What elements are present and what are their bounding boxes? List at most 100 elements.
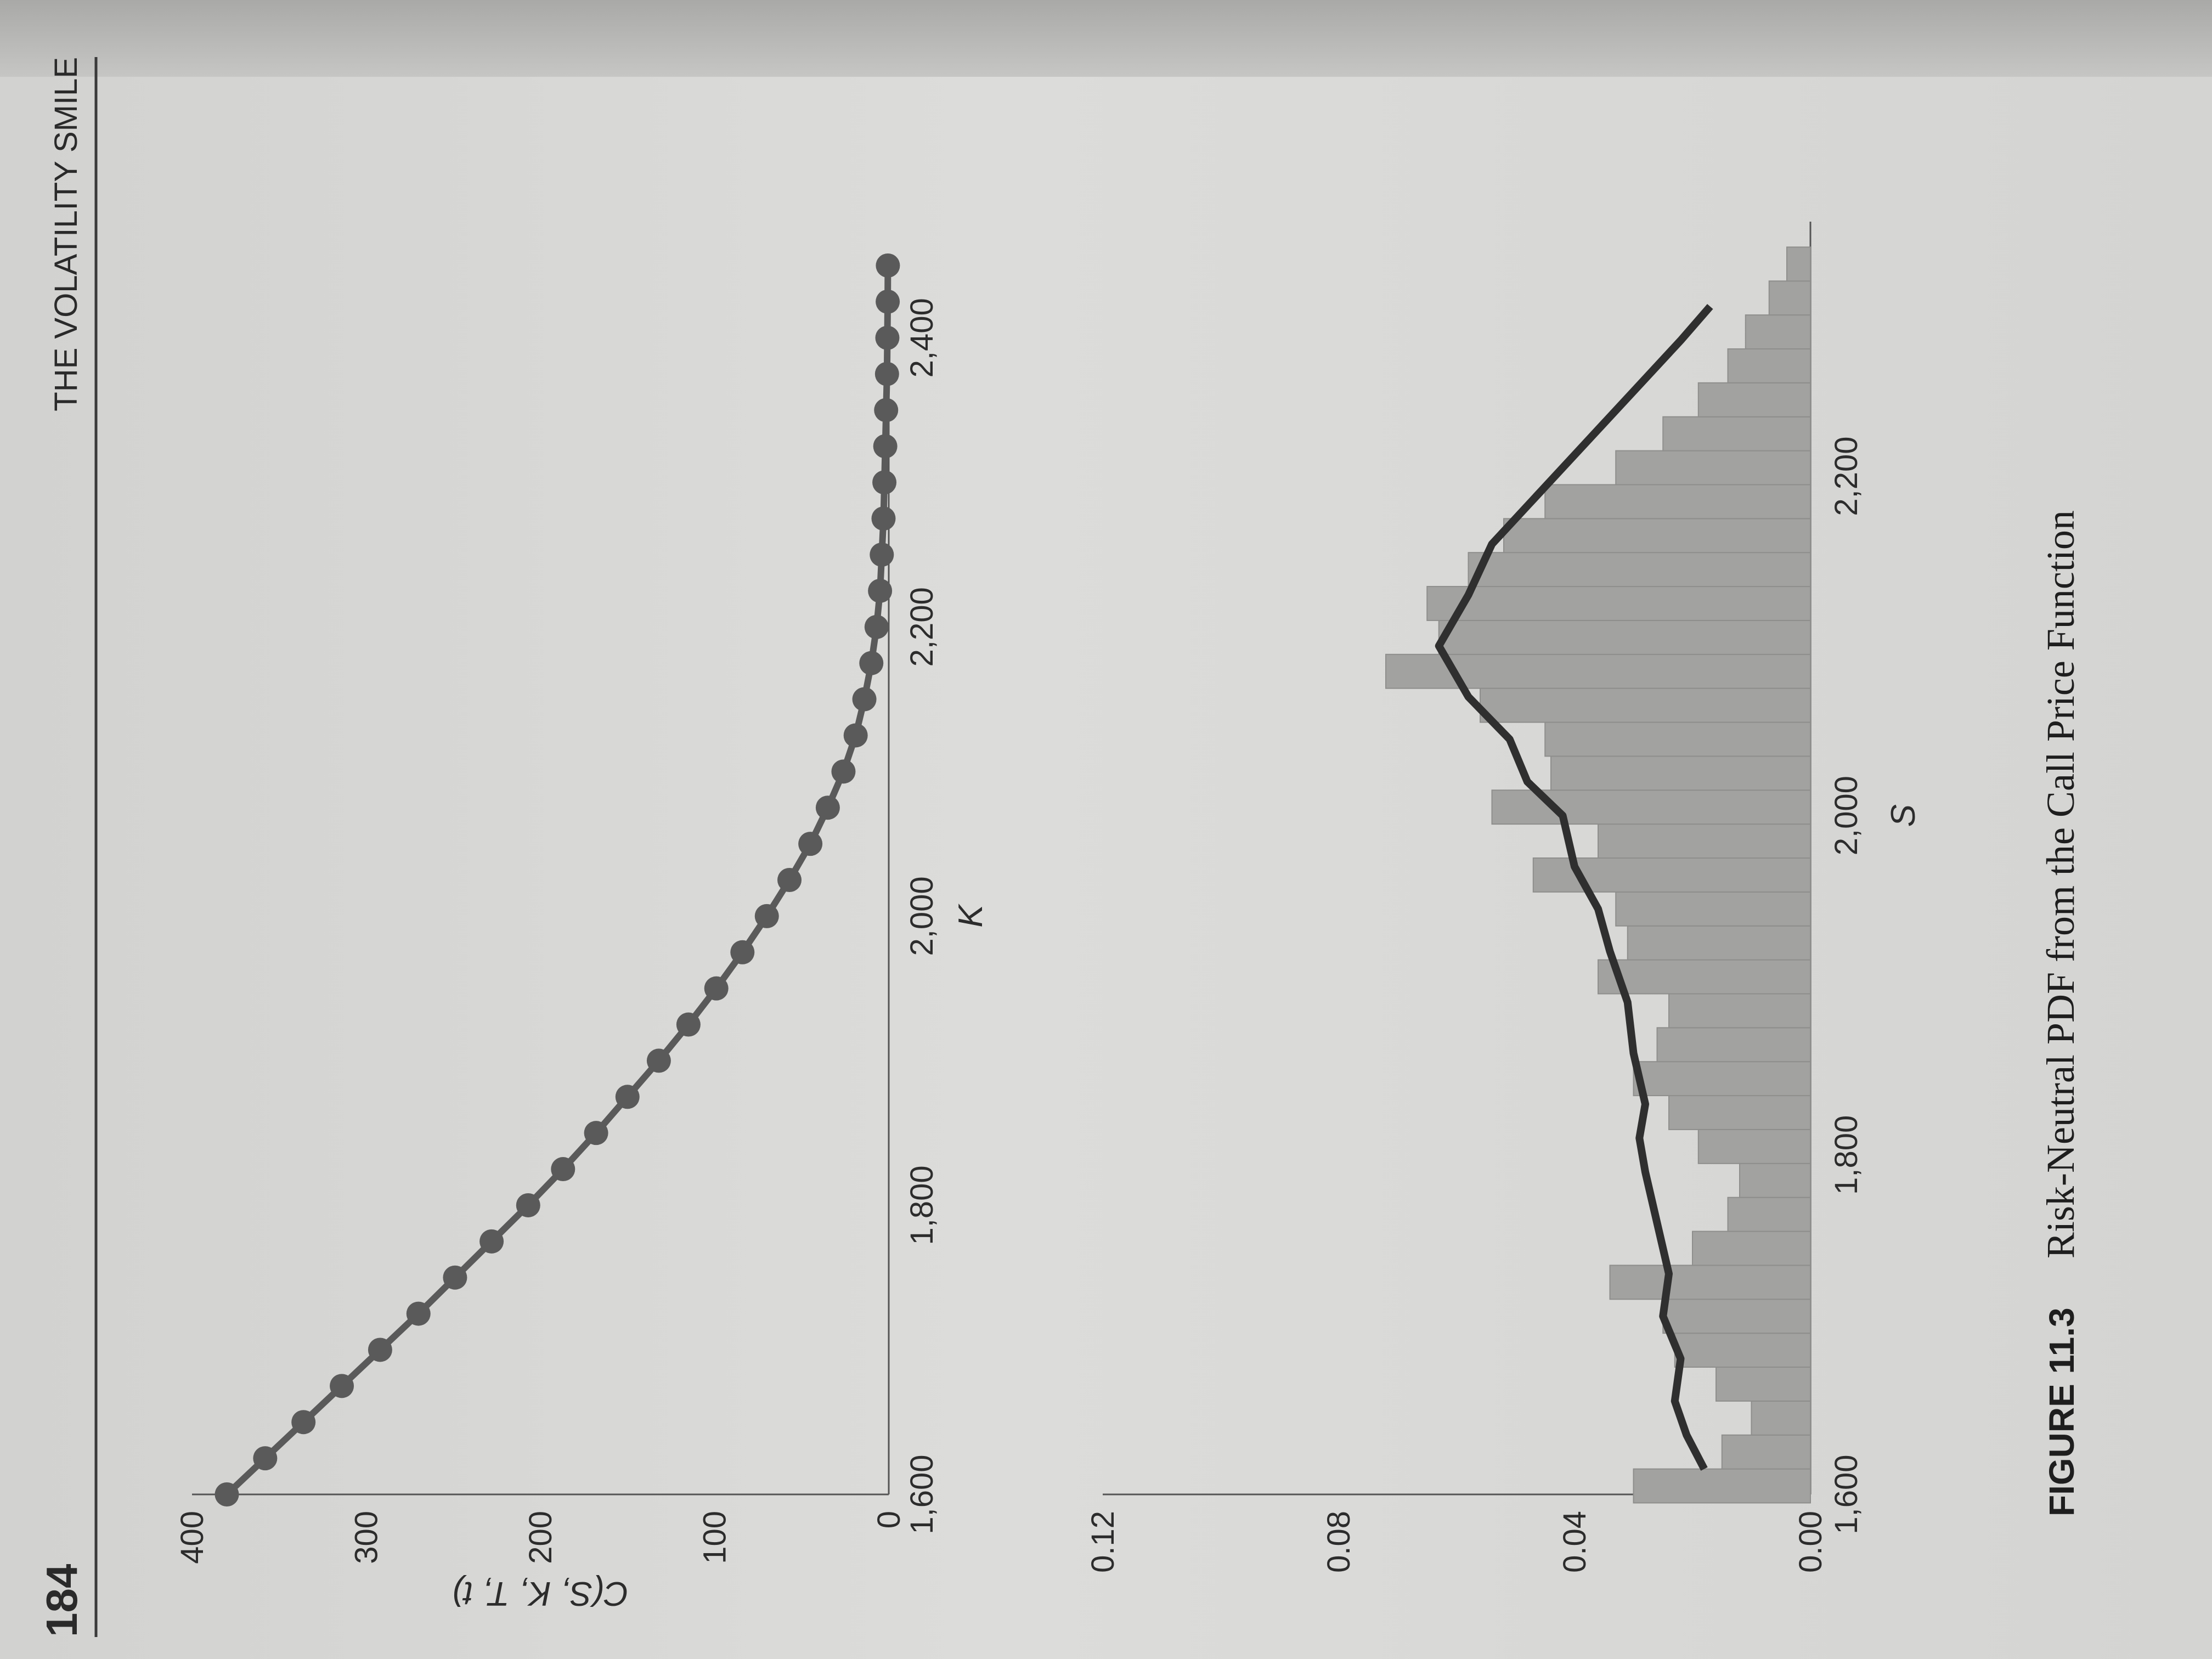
call-price-marker [852, 687, 877, 712]
pdf-bar [1721, 1434, 1811, 1470]
call-price-marker [291, 1410, 316, 1435]
pdf-x-tick-label: 2,200 [1829, 436, 1864, 516]
pdf-bar [1739, 1163, 1811, 1198]
pdf-x-ticks: 1,600 1,800 2,000 2,200 [1829, 436, 1864, 1534]
call-price-marker [704, 976, 729, 1001]
call-price-axes [192, 266, 890, 1496]
call-price-marker [868, 578, 893, 603]
call-price-y-tick-label: 0 [871, 1511, 907, 1528]
pdf-bar [1480, 687, 1811, 723]
call-price-marker [646, 1048, 671, 1073]
pdf-bar [1550, 755, 1811, 791]
call-price-marker [551, 1157, 575, 1182]
pdf-bar [1627, 925, 1811, 961]
pdf-bar [1768, 280, 1811, 316]
pdf-bar [1438, 619, 1811, 655]
call-price-marker [876, 253, 900, 278]
pdf-y-tick-label: 0.00 [1793, 1511, 1829, 1573]
call-price-marker [875, 325, 900, 350]
pdf-bar [1656, 1027, 1811, 1063]
call-price-marker [872, 470, 897, 495]
call-price-y-axis-label: C(S, K, T, t) [452, 1575, 629, 1612]
pdf-bar [1674, 1333, 1811, 1368]
call-price-x-tick-label: 1,600 [904, 1454, 940, 1534]
call-price-marker [843, 723, 868, 748]
pdf-bar [1598, 959, 1811, 995]
pdf-bar [1662, 416, 1811, 452]
call-price-y-tick-label: 300 [349, 1511, 385, 1564]
pdf-y-tick-label: 0.04 [1557, 1511, 1593, 1573]
call-price-marker [406, 1301, 431, 1326]
figure-number: FIGURE 11.3 [2042, 1307, 2081, 1516]
pdf-bar [1426, 586, 1811, 621]
call-price-marker [870, 543, 894, 567]
pdf-y-tick-label: 0.12 [1085, 1511, 1121, 1573]
call-price-marker [676, 1012, 701, 1037]
pdf-bar [1668, 993, 1811, 1029]
call-price-x-axis-label: K [952, 904, 990, 928]
call-price-x-tick-label: 2,200 [904, 587, 940, 667]
call-price-marker [615, 1085, 640, 1109]
pdf-x-tick-label: 1,600 [1829, 1454, 1864, 1534]
call-price-chart: C(S, K, T, t) K 0 100 200 300 400 1,600 1,800… [174, 253, 990, 1612]
call-price-marker [815, 795, 840, 820]
pdf-bar [1633, 1468, 1811, 1504]
call-price-y-ticks: 0 100 200 300 400 [174, 1511, 907, 1564]
call-price-marker [330, 1374, 354, 1398]
pdf-bar [1745, 314, 1811, 349]
risk-neutral-pdf-chart: S 0.00 0.04 0.08 0.12 1,600 1,800 2,000 2,200 [1085, 222, 1922, 1573]
pdf-bar [1727, 348, 1811, 383]
pdf-bar [1727, 1197, 1811, 1232]
call-price-marker [479, 1229, 504, 1254]
call-price-marker [798, 832, 823, 856]
call-price-marker [516, 1193, 540, 1217]
pdf-bar [1544, 484, 1811, 520]
call-price-y-tick-label: 100 [697, 1511, 733, 1564]
call-price-marker [831, 759, 856, 784]
call-price-marker [253, 1446, 278, 1471]
pdf-bar [1468, 552, 1811, 588]
call-price-marker [873, 434, 898, 459]
call-price-marker [874, 398, 899, 422]
pdf-bar [1633, 1061, 1811, 1097]
call-price-x-tick-label: 2,000 [904, 876, 940, 956]
pdf-bar [1544, 721, 1811, 757]
page-edge-shadow [0, 0, 2212, 77]
call-price-marker [859, 651, 884, 675]
call-price-marker [864, 614, 889, 639]
pdf-histogram-bars [1385, 246, 1811, 1504]
figure-caption: FIGURE 11.3 Risk-Neutral PDF from the Ca… [2039, 510, 2083, 1516]
figure-caption-text: Risk-Neutral PDF from the Call Price Fun… [2039, 510, 2083, 1259]
pdf-bar [1751, 1400, 1811, 1436]
call-price-marker [443, 1265, 467, 1290]
pdf-y-ticks: 0.00 0.04 0.08 0.12 [1085, 1511, 1829, 1573]
pdf-line [1435, 304, 1713, 1471]
call-price-x-tick-label: 2,400 [904, 298, 940, 377]
pdf-bar [1598, 823, 1811, 859]
call-price-x-tick-label: 1,800 [904, 1165, 940, 1245]
call-price-series [215, 253, 900, 1506]
call-price-marker [777, 868, 802, 892]
pdf-bar [1615, 450, 1811, 486]
pdf-bar [1692, 1231, 1811, 1266]
pdf-bar [1609, 1265, 1811, 1300]
call-price-marker [368, 1338, 392, 1362]
running-header: 184 THE VOLATILITY SMILE [37, 57, 98, 1637]
pdf-bar [1697, 1128, 1811, 1164]
pdf-smoothed-line [1435, 304, 1713, 1471]
call-price-marker [871, 506, 896, 531]
call-price-marker [876, 289, 900, 314]
pdf-x-axis-label: S [1884, 804, 1922, 827]
pdf-bar [1716, 1367, 1811, 1402]
call-price-y-tick-label: 200 [523, 1511, 558, 1564]
call-price-x-ticks: 1,600 1,800 2,000 2,200 2,400 [904, 298, 940, 1534]
call-price-marker [215, 1482, 239, 1506]
pdf-bar [1668, 1095, 1811, 1130]
pdf-bar [1786, 246, 1811, 282]
call-price-marker [730, 940, 755, 964]
pdf-x-tick-label: 2,000 [1829, 776, 1864, 855]
pdf-y-tick-label: 0.08 [1321, 1511, 1357, 1573]
